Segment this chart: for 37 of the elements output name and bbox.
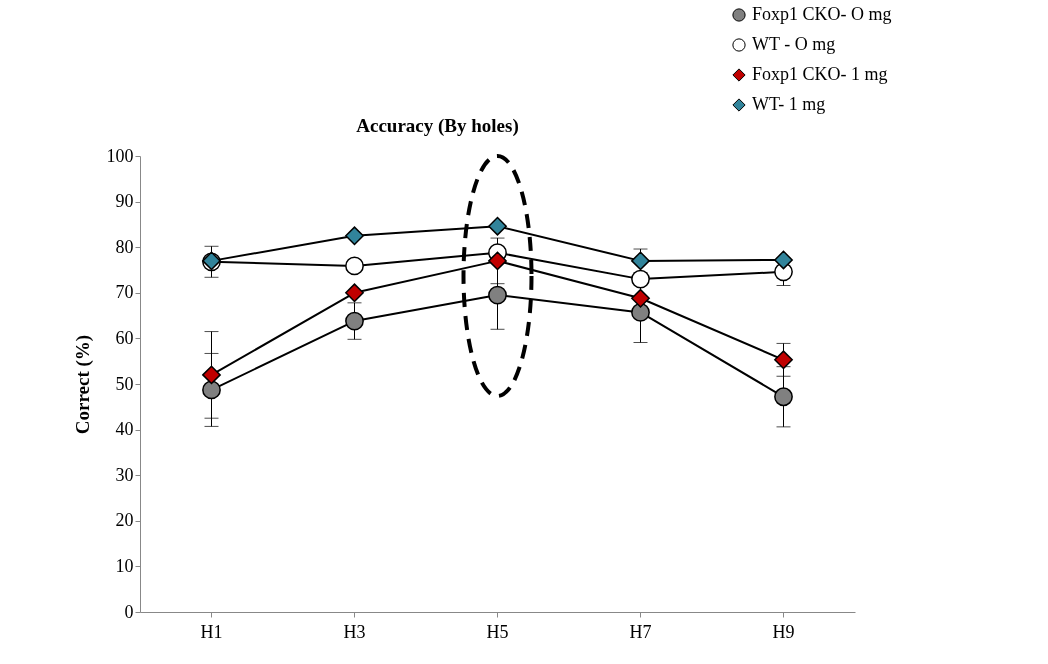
point (345, 283, 364, 303)
point (631, 288, 650, 308)
x-tick-label: H7 (629, 621, 652, 642)
point (488, 285, 507, 305)
point (488, 251, 507, 271)
chart-title: Accuracy (By holes) (356, 115, 519, 137)
point (631, 269, 650, 289)
point (345, 311, 364, 331)
legend-label: WT- 1 mg (752, 94, 826, 114)
point (774, 387, 793, 407)
y-tick-label: 90 (115, 191, 134, 212)
y-axis-title: Correct (%) (71, 334, 94, 435)
x-tick-label: H3 (343, 621, 366, 642)
legend-label: WT - O mg (752, 34, 836, 54)
point (631, 303, 650, 322)
x-tick-label: H1 (200, 621, 223, 642)
point (774, 350, 793, 370)
x-tick-label: H5 (486, 621, 509, 642)
y-tick-label: 100 (106, 145, 134, 166)
point (202, 365, 221, 385)
legend-label: Foxp1 CKO- 1 mg (752, 64, 888, 84)
y-tick-label: 10 (115, 555, 134, 576)
point (202, 380, 221, 400)
y-tick-label: 50 (115, 373, 134, 394)
legend-label: Foxp1 CKO- O mg (752, 4, 892, 24)
y-tick-label: 80 (115, 236, 134, 257)
y-tick-label: 70 (115, 282, 134, 303)
y-tick-label: 60 (115, 327, 134, 348)
y-tick-label: 20 (115, 510, 134, 531)
y-tick-label: 30 (115, 464, 134, 485)
y-tick-label: 0 (124, 601, 134, 622)
x-tick-label: H9 (772, 621, 795, 642)
point (488, 216, 507, 236)
point (774, 250, 793, 270)
point (345, 256, 364, 276)
y-tick-label: 40 (115, 419, 134, 440)
point (345, 226, 364, 246)
